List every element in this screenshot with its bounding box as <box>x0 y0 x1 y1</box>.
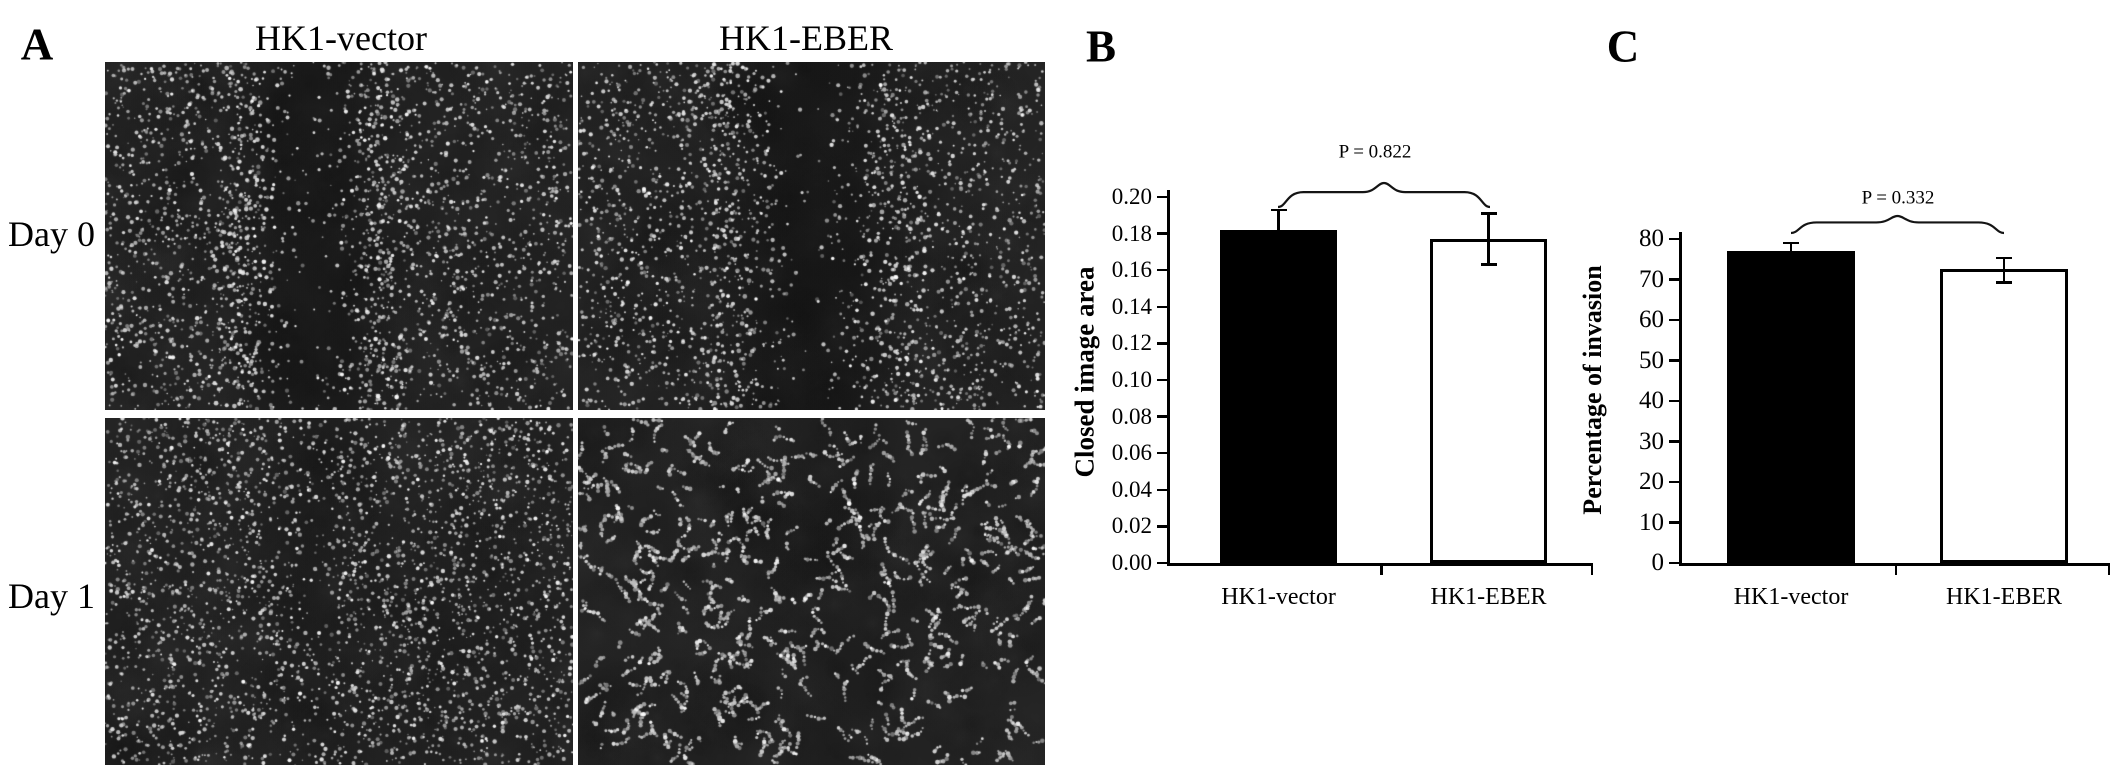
x-category-label: HK1-vector <box>1733 584 1849 610</box>
row-label-day0: Day 0 <box>8 214 95 254</box>
y-tick <box>1157 195 1167 199</box>
x-tick <box>1380 566 1383 575</box>
row-label-day1: Day 1 <box>8 576 95 616</box>
y-tick <box>1669 359 1679 362</box>
y-tick-label: 0.12 <box>1111 330 1152 356</box>
y-tick <box>1669 237 1679 241</box>
y-tick <box>1157 342 1167 345</box>
y-tick-label: 20 <box>1639 468 1664 495</box>
y-tick-label: 0.06 <box>1111 440 1152 466</box>
x-axis-line <box>1679 563 2110 566</box>
error-bar-cap <box>1783 241 1799 245</box>
y-tick-label: 0.02 <box>1111 513 1152 539</box>
y-tick <box>1669 480 1679 484</box>
y-tick-label: 0.00 <box>1111 550 1152 576</box>
error-bar-cap <box>1996 256 2012 260</box>
y-axis-line <box>1167 190 1170 566</box>
y-tick <box>1669 521 1679 524</box>
error-bar-line <box>2002 258 2006 283</box>
y-tick-label: 0.16 <box>1111 257 1152 283</box>
y-tick <box>1669 399 1679 403</box>
panel-a-letter: A <box>20 19 54 70</box>
x-axis-line <box>1167 563 1593 566</box>
y-tick <box>1669 561 1679 565</box>
error-bar-line <box>1487 213 1490 265</box>
error-bar-cap <box>1480 212 1497 215</box>
error-bar-cap <box>1996 281 2012 284</box>
y-tick-label: 40 <box>1639 387 1664 414</box>
error-bar-line <box>1789 243 1793 252</box>
error-bar-line <box>1277 209 1280 230</box>
p-value-label: P = 0.332 <box>1861 187 1935 209</box>
column-title-hk1-eber: HK1-EBER <box>719 18 893 58</box>
x-category-label: HK1-vector <box>1221 584 1336 610</box>
bar-hk1-eber <box>1940 269 2068 563</box>
bar-hk1-vector <box>1727 251 1855 563</box>
y-tick <box>1157 561 1167 565</box>
y-tick <box>1669 440 1679 443</box>
y-tick-label: 50 <box>1639 346 1664 374</box>
y-tick <box>1669 278 1679 281</box>
error-bar-cap <box>1480 263 1497 266</box>
micrograph-hk1-vector-day0 <box>105 62 573 410</box>
y-tick <box>1157 268 1167 272</box>
bar-hk1-eber <box>1430 239 1547 563</box>
y-tick-label: 0.10 <box>1111 367 1152 393</box>
y-tick <box>1157 451 1167 455</box>
y-tick <box>1157 232 1167 235</box>
y-tick-label: 60 <box>1639 306 1664 333</box>
y-tick <box>1157 305 1167 309</box>
x-tick <box>1590 566 1594 575</box>
y-tick-label: 10 <box>1639 508 1664 536</box>
y-axis-title: Percentage of invasion <box>1578 265 1607 515</box>
y-tick <box>1157 525 1167 528</box>
x-category-label: HK1-EBER <box>1430 584 1547 610</box>
y-tick-label: 0.18 <box>1111 220 1152 246</box>
y-tick <box>1157 488 1167 492</box>
x-tick <box>2107 566 2111 575</box>
panel-c-letter: C <box>1606 21 1640 72</box>
significance-brace <box>1790 214 2005 235</box>
x-category-label: HK1-EBER <box>1946 584 2062 610</box>
y-tick-label: 0.14 <box>1111 293 1152 319</box>
significance-brace <box>1277 181 1491 209</box>
micrograph-hk1-eber-day0 <box>578 62 1045 410</box>
y-tick-label: 80 <box>1639 225 1664 252</box>
y-tick-label: 0 <box>1651 549 1665 576</box>
y-tick <box>1157 415 1167 418</box>
y-tick-label: 0.08 <box>1111 403 1152 429</box>
y-tick <box>1669 318 1679 322</box>
y-tick-label: 70 <box>1639 265 1664 293</box>
micrograph-hk1-vector-day1 <box>105 418 573 765</box>
y-axis-line <box>1679 232 1682 566</box>
micrograph-hk1-eber-day1 <box>578 418 1045 765</box>
bar-hk1-vector <box>1220 229 1337 563</box>
error-bar-cap <box>1270 208 1287 212</box>
p-value-label: P = 0.822 <box>1338 141 1412 163</box>
y-tick-label: 30 <box>1639 427 1664 455</box>
x-tick <box>1894 566 1898 575</box>
y-tick <box>1157 378 1167 382</box>
y-tick-label: 0.20 <box>1111 184 1152 210</box>
panel-b-letter: B <box>1085 21 1117 72</box>
column-title-hk1-vector: HK1-vector <box>255 18 427 58</box>
y-tick-label: 0.04 <box>1111 476 1152 502</box>
